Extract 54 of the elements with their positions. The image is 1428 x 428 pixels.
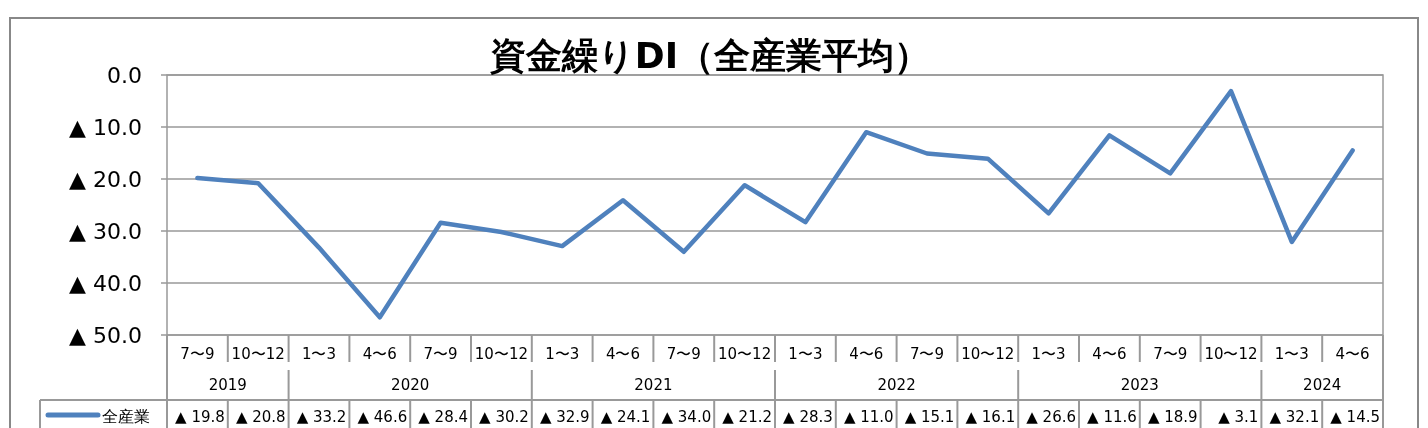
x-tick-label: 7〜9 [423, 345, 458, 363]
x-tick-label: 4〜6 [362, 345, 397, 363]
x-tick-label: 7〜9 [1153, 345, 1188, 363]
data-label: ▲ 24.1 [600, 408, 651, 426]
x-tick-label: 10〜12 [961, 345, 1015, 363]
x-tick-label: 4〜6 [1335, 345, 1370, 363]
data-label: ▲ 28.3 [783, 408, 833, 426]
x-tick-label: 10〜12 [1204, 345, 1258, 363]
data-label: ▲ 14.5 [1330, 408, 1380, 426]
data-label: ▲ 28.4 [418, 408, 468, 426]
data-label: ▲ 21.2 [722, 408, 772, 426]
y-tick-label: ▲ 30.0 [69, 219, 142, 244]
data-label: ▲ 15.1 [904, 408, 955, 426]
x-tick-label: 4〜6 [605, 345, 641, 363]
data-label: ▲ 32.9 [539, 408, 590, 426]
text: 2023 [1120, 376, 1159, 394]
x-tick-label: 4〜6 [1092, 345, 1127, 363]
data-label: ▲ 26.6 [1026, 408, 1076, 426]
data-label: ▲ 18.9 [1147, 408, 1198, 426]
x-tick-label: 4〜6 [849, 345, 884, 363]
x-tick-label: 10〜12 [718, 345, 772, 363]
data-label: ▲ 32.1 [1269, 408, 1320, 426]
x-tick-label: 10〜12 [231, 345, 285, 363]
x-tick-label: 7〜9 [666, 345, 701, 363]
x-tick-label: 7〜9 [909, 345, 945, 363]
y-tick-label: ▲ 20.0 [69, 167, 142, 192]
y-tick-label: 0.0 [107, 63, 142, 88]
text: 2020 [391, 376, 430, 394]
x-tick-label: 1〜3 [545, 345, 580, 363]
x-tick-label: 7〜9 [180, 345, 215, 363]
data-label: ▲ 16.1 [965, 408, 1016, 426]
data-label: ▲ 11.6 [1087, 408, 1137, 426]
data-label: ▲ 20.8 [235, 408, 286, 426]
data-label: ▲ 46.6 [357, 408, 408, 426]
x-tick-label: 1〜3 [1274, 345, 1309, 363]
x-tick-label: 1〜3 [1031, 345, 1066, 363]
data-label: ▲ 33.2 [296, 408, 347, 426]
y-tick-label: ▲ 50.0 [69, 323, 142, 348]
chart-title: 資金繰りDI（全産業平均） [489, 35, 931, 76]
x-tick-label: 10〜12 [474, 345, 528, 363]
y-tick-label: ▲ 40.0 [69, 271, 142, 296]
text: 2021 [634, 376, 673, 394]
text: 2019 [208, 376, 247, 394]
data-label: ▲ 3.1 [1218, 408, 1259, 426]
data-label: ▲ 34.0 [661, 408, 712, 426]
text: 2022 [877, 376, 916, 394]
data-label: ▲ 19.8 [175, 408, 225, 426]
legend-label: 全産業 [102, 407, 150, 426]
data-label: ▲ 30.2 [479, 408, 529, 426]
x-tick-label: 1〜3 [301, 345, 337, 363]
y-tick-label: ▲ 10.0 [69, 115, 142, 140]
data-label: ▲ 11.0 [843, 408, 894, 426]
text: 2024 [1303, 376, 1342, 394]
x-tick-label: 1〜3 [788, 345, 823, 363]
